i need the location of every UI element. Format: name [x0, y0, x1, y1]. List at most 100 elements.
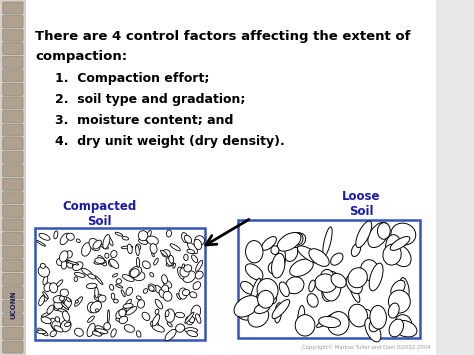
Ellipse shape [112, 274, 118, 277]
Ellipse shape [60, 296, 64, 301]
Ellipse shape [94, 294, 104, 301]
Ellipse shape [130, 269, 139, 277]
Ellipse shape [50, 283, 58, 293]
Ellipse shape [94, 260, 106, 264]
FancyBboxPatch shape [3, 151, 23, 163]
Ellipse shape [377, 223, 390, 239]
Ellipse shape [54, 301, 64, 311]
FancyBboxPatch shape [3, 97, 23, 109]
Bar [0, 0, 26, 355]
Ellipse shape [309, 280, 315, 292]
Ellipse shape [187, 249, 195, 253]
Ellipse shape [136, 244, 141, 251]
Ellipse shape [137, 331, 141, 337]
Text: There are 4 control factors affecting the extent of: There are 4 control factors affecting th… [35, 30, 410, 43]
Ellipse shape [66, 261, 79, 265]
Ellipse shape [184, 235, 191, 243]
Ellipse shape [74, 277, 77, 282]
Ellipse shape [111, 293, 115, 299]
Ellipse shape [149, 286, 154, 291]
Ellipse shape [137, 296, 141, 300]
Ellipse shape [178, 267, 184, 279]
Ellipse shape [246, 264, 263, 280]
Ellipse shape [162, 250, 170, 257]
Ellipse shape [389, 319, 403, 337]
Ellipse shape [193, 282, 201, 290]
Ellipse shape [109, 284, 114, 290]
Ellipse shape [126, 287, 133, 295]
Ellipse shape [271, 246, 279, 255]
Ellipse shape [184, 254, 188, 261]
Ellipse shape [274, 303, 282, 323]
Ellipse shape [393, 320, 417, 337]
Ellipse shape [346, 275, 362, 294]
Ellipse shape [150, 273, 154, 277]
Ellipse shape [137, 300, 145, 308]
Ellipse shape [268, 261, 283, 274]
Ellipse shape [322, 285, 331, 301]
Ellipse shape [391, 280, 405, 296]
Ellipse shape [182, 264, 184, 271]
Ellipse shape [236, 298, 259, 320]
Ellipse shape [159, 290, 165, 298]
Ellipse shape [61, 302, 69, 310]
Ellipse shape [278, 241, 285, 265]
Ellipse shape [284, 243, 298, 261]
Ellipse shape [119, 316, 128, 324]
Ellipse shape [121, 246, 133, 249]
Ellipse shape [155, 309, 159, 314]
FancyBboxPatch shape [3, 2, 23, 14]
Ellipse shape [152, 253, 155, 257]
Ellipse shape [191, 305, 201, 319]
Ellipse shape [116, 285, 123, 288]
Ellipse shape [240, 282, 255, 294]
Ellipse shape [272, 300, 290, 318]
Ellipse shape [165, 329, 176, 340]
Ellipse shape [182, 289, 190, 296]
FancyBboxPatch shape [3, 206, 23, 217]
Ellipse shape [176, 324, 184, 332]
Ellipse shape [64, 322, 71, 327]
Ellipse shape [166, 258, 172, 266]
Ellipse shape [370, 306, 386, 329]
Ellipse shape [361, 260, 379, 280]
Ellipse shape [150, 321, 159, 328]
Ellipse shape [142, 312, 150, 321]
Ellipse shape [390, 245, 411, 267]
Ellipse shape [126, 307, 137, 315]
Ellipse shape [350, 284, 360, 302]
Ellipse shape [44, 283, 52, 291]
FancyBboxPatch shape [3, 29, 23, 41]
FancyBboxPatch shape [3, 16, 23, 28]
Ellipse shape [88, 316, 94, 322]
Ellipse shape [95, 287, 98, 298]
FancyBboxPatch shape [3, 327, 23, 339]
Ellipse shape [123, 304, 133, 308]
Ellipse shape [365, 318, 381, 342]
Ellipse shape [152, 315, 160, 326]
Ellipse shape [82, 268, 92, 276]
Ellipse shape [195, 236, 204, 245]
FancyBboxPatch shape [3, 165, 23, 177]
Ellipse shape [58, 309, 67, 313]
Text: Copyright© Markus Tuller and Dani 0i2002-2004: Copyright© Markus Tuller and Dani 0i2002… [302, 344, 431, 350]
Ellipse shape [47, 305, 54, 314]
FancyBboxPatch shape [3, 287, 23, 299]
Ellipse shape [185, 328, 198, 333]
Ellipse shape [175, 312, 184, 318]
Ellipse shape [383, 244, 401, 265]
Ellipse shape [89, 239, 100, 251]
Ellipse shape [50, 318, 59, 331]
FancyBboxPatch shape [3, 43, 23, 55]
Ellipse shape [164, 280, 172, 288]
FancyBboxPatch shape [3, 233, 23, 245]
Ellipse shape [98, 255, 107, 266]
FancyBboxPatch shape [3, 260, 23, 272]
Ellipse shape [255, 303, 270, 313]
Ellipse shape [322, 271, 341, 301]
Bar [237, 220, 420, 338]
Ellipse shape [104, 323, 110, 330]
Ellipse shape [155, 285, 163, 294]
Ellipse shape [166, 262, 173, 266]
Ellipse shape [337, 321, 347, 329]
